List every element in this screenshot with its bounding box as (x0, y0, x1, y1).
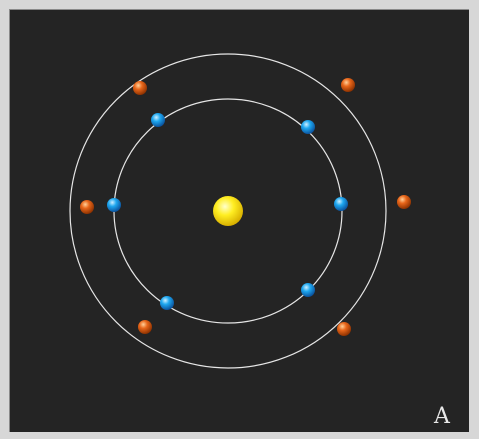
inner-shell-electron-6 (107, 198, 121, 212)
outer-shell-orbit (69, 53, 387, 369)
nucleus (213, 196, 243, 226)
inner-shell-electron-2 (301, 120, 315, 134)
outer-shell-electron-1 (133, 81, 147, 95)
outer-shell-electron-3 (397, 195, 411, 209)
diagram-panel: A (9, 9, 469, 432)
outer-shell-electron-6 (80, 200, 94, 214)
electron-group (80, 78, 411, 336)
inner-shell-electron-5 (160, 296, 174, 310)
panel-label: A (434, 404, 450, 429)
outer-shell-electron-4 (337, 322, 351, 336)
outer-shell-electron-5 (138, 320, 152, 334)
atom-diagram (69, 53, 411, 369)
outer-shell-electron-2 (341, 78, 355, 92)
inner-shell-electron-4 (301, 283, 315, 297)
inner-shell-electron-3 (334, 197, 348, 211)
inner-shell-electron-1 (151, 113, 165, 127)
